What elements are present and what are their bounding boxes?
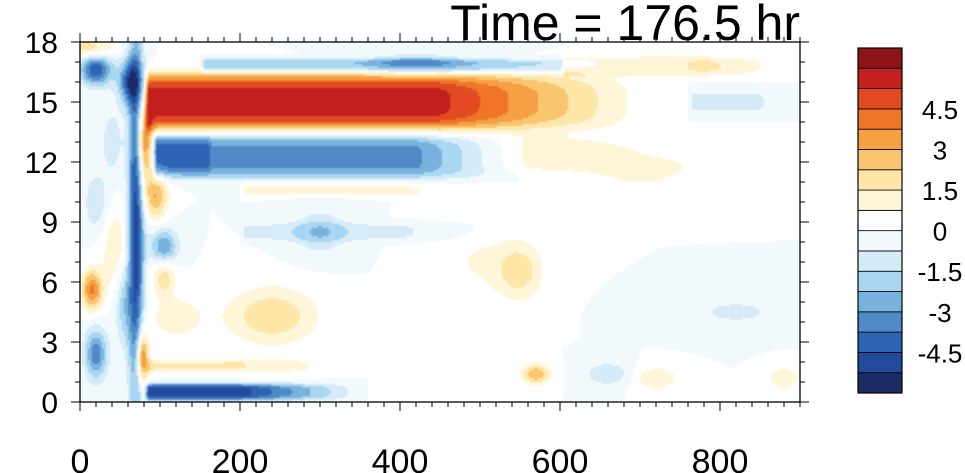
colorbar-label: 4.5 <box>922 95 958 125</box>
y-tick-label: 15 <box>25 87 58 120</box>
colorbar-swatch <box>857 372 903 394</box>
heatmap-plot-area <box>80 42 800 402</box>
colorbar-label: 3 <box>933 135 947 165</box>
plot-axes: 0 200 400 600 800 0 3 6 9 12 15 18 <box>25 27 809 473</box>
colorbar-frame <box>857 47 903 394</box>
colorbar-swatch <box>857 189 903 211</box>
colorbar-swatch <box>857 108 903 130</box>
colorbar-swatch <box>857 67 903 89</box>
x-tick-label: 200 <box>212 443 269 473</box>
colorbar-label: -1.5 <box>918 257 963 287</box>
y-tick-label: 9 <box>41 207 58 240</box>
y-tick-label: 0 <box>41 387 58 420</box>
colorbar-swatch <box>857 352 903 374</box>
y-tick-label: 6 <box>41 267 58 300</box>
colorbar-swatch <box>857 209 903 232</box>
heatmap-field <box>80 42 800 402</box>
colorbar-swatch <box>857 291 903 313</box>
colorbar-swatch <box>857 250 903 272</box>
colorbar-label: 1.5 <box>922 176 958 206</box>
colorbar-swatch <box>857 88 903 110</box>
colorbar-swatch <box>857 169 903 191</box>
colorbar-swatch <box>857 270 903 292</box>
y-tick-label: 3 <box>41 327 58 360</box>
colorbar-swatch <box>857 230 903 252</box>
colorbar-swatch <box>857 149 903 171</box>
x-tick-label: 600 <box>532 443 589 473</box>
colorbar: 4.5 3 1.5 0 -1.5 -3 -4.5 <box>857 47 963 394</box>
x-tick-label: 400 <box>372 443 429 473</box>
colorbar-swatch <box>857 128 903 150</box>
x-tick-label: 800 <box>692 443 749 473</box>
colorbar-swatch <box>857 311 903 333</box>
colorbar-swatch <box>857 47 903 69</box>
y-tick-label: 18 <box>25 27 58 60</box>
y-tick-label: 12 <box>25 147 58 180</box>
colorbar-label: 0 <box>933 217 947 247</box>
chart-title: Time = 176.5 hr <box>450 0 800 51</box>
colorbar-swatch <box>857 331 903 353</box>
colorbar-label: -4.5 <box>918 338 963 368</box>
colorbar-label: -3 <box>928 298 951 328</box>
x-tick-label: 0 <box>71 443 90 473</box>
